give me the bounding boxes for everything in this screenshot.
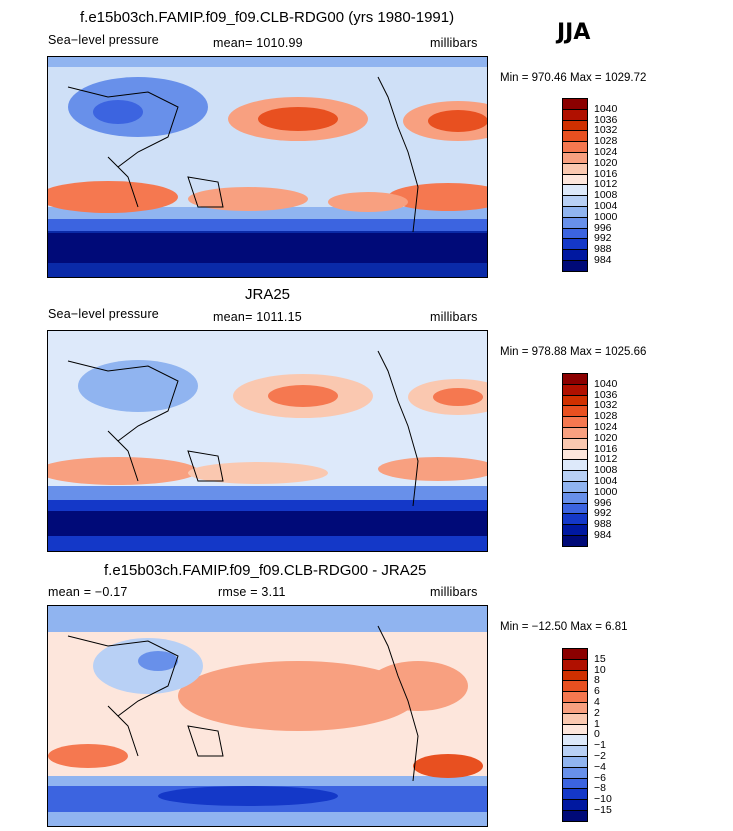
- panel-2-mean: mean= 1011.15: [213, 310, 302, 324]
- panel-2-map: [47, 330, 488, 552]
- colorbar-label: −6: [594, 771, 606, 784]
- colorbar-label: 1016: [594, 442, 618, 455]
- panel-1-map: [47, 56, 488, 278]
- panel-2-minmax: Min = 978.88 Max = 1025.66: [500, 346, 647, 358]
- panel-3-rmse: rmse = 3.11: [218, 585, 286, 599]
- colorbar-swatch: [562, 810, 588, 822]
- colorbar-label: 1036: [594, 113, 618, 126]
- colorbar-label: 1032: [594, 399, 618, 412]
- colorbar-label: 0: [594, 728, 600, 741]
- colorbar-label: 1012: [594, 178, 618, 191]
- panel-2-units: millibars: [430, 310, 478, 324]
- colorbar-label: 4: [594, 696, 600, 708]
- colorbar-label: 1036: [594, 388, 618, 401]
- panel-1-colorbar: 1040 1036 1032 1028 1024 1020 1016 1012 1008 1004…: [562, 98, 652, 272]
- panel-3-units: millibars: [430, 585, 478, 599]
- colorbar-label: 984: [594, 529, 612, 541]
- panel-2-title: JRA25: [245, 286, 291, 303]
- panel-3-mean: mean = −0.17: [48, 585, 128, 599]
- colorbar-label: 1: [594, 717, 600, 730]
- colorbar-label: 1020: [594, 156, 618, 169]
- colorbar-label: 1020: [594, 431, 618, 444]
- panel-3-colorbar: 15 10 8 6 4 2 1 0 −1 −2 −4 −6 −8 −10 −15: [562, 648, 652, 822]
- colorbar-swatch: [562, 260, 588, 272]
- colorbar-label: 1024: [594, 146, 618, 158]
- colorbar-label: 988: [594, 243, 612, 256]
- panel-3-map: [47, 605, 488, 827]
- colorbar-label: 1012: [594, 453, 618, 466]
- panel-2-variable: Sea−level pressure: [48, 307, 159, 321]
- colorbar-label: 1016: [594, 167, 618, 180]
- colorbar-label: 10: [594, 663, 606, 676]
- colorbar-label: 988: [594, 518, 612, 531]
- colorbar-swatch: [562, 535, 588, 547]
- colorbar-label: 996: [594, 221, 612, 234]
- colorbar-label: −2: [594, 750, 606, 762]
- colorbar-label: 996: [594, 496, 612, 509]
- panel-1-variable: Sea−level pressure: [48, 33, 159, 47]
- colorbar-label: 1028: [594, 410, 618, 423]
- colorbar-label: 15: [594, 652, 606, 665]
- colorbar-label: 1040: [594, 102, 618, 115]
- colorbar-label: 1004: [594, 475, 618, 487]
- colorbar-label: 6: [594, 685, 600, 698]
- panel-1-title: f.e15b03ch.FAMIP.f09_f09.CLB-RDG00 (yrs …: [80, 9, 455, 26]
- colorbar-label: 1004: [594, 200, 618, 212]
- colorbar-label: 1008: [594, 464, 618, 477]
- colorbar-label: 1032: [594, 124, 618, 137]
- colorbar-label: 1008: [594, 189, 618, 202]
- panel-1-mean: mean= 1010.99: [213, 36, 303, 50]
- colorbar-label: 2: [594, 706, 600, 719]
- colorbar-label: −8: [594, 782, 606, 795]
- panel-1-units: millibars: [430, 36, 478, 50]
- colorbar-label: 1028: [594, 135, 618, 148]
- colorbar-label: 992: [594, 232, 612, 245]
- colorbar-label: 8: [594, 674, 600, 687]
- colorbar-label: −15: [594, 804, 612, 816]
- colorbar-label: −10: [594, 793, 612, 806]
- colorbar-label: 1000: [594, 485, 618, 498]
- colorbar-label: 984: [594, 254, 612, 266]
- season-label: JJA: [557, 20, 591, 45]
- panel-2-colorbar: 1040 1036 1032 1028 1024 1020 1016 1012 1008 1004…: [562, 373, 652, 547]
- colorbar-label: 1000: [594, 210, 618, 223]
- colorbar-label: −1: [594, 739, 606, 752]
- panel-3-title: f.e15b03ch.FAMIP.f09_f09.CLB-RDG00 - JRA…: [104, 562, 427, 579]
- panel-1-minmax: Min = 970.46 Max = 1029.72: [500, 72, 647, 84]
- colorbar-label: −4: [594, 760, 606, 773]
- colorbar-label: 1040: [594, 377, 618, 390]
- colorbar-label: 1024: [594, 421, 618, 433]
- colorbar-label: 992: [594, 507, 612, 520]
- panel-3-minmax: Min = −12.50 Max = 6.81: [500, 621, 628, 633]
